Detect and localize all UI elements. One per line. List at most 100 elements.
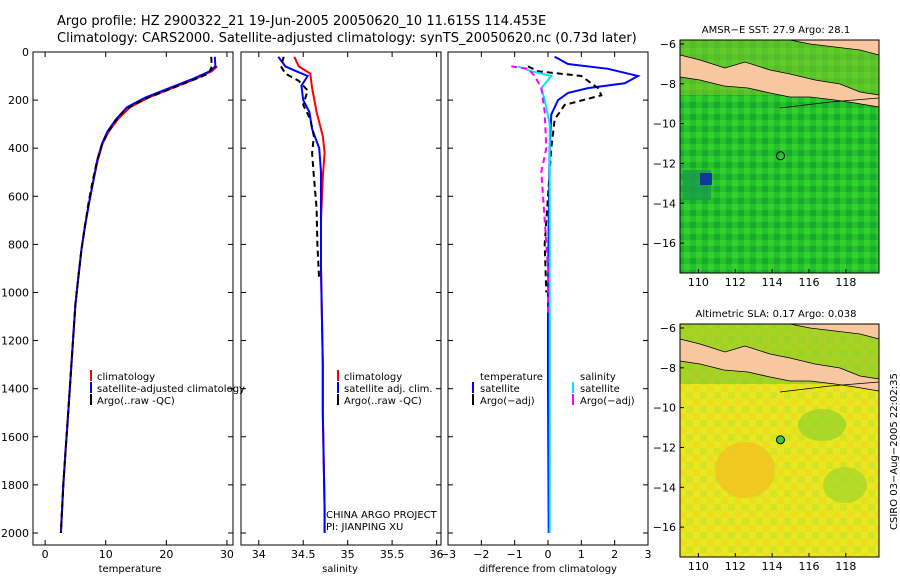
y-tick-label: 1600: [1, 431, 29, 444]
x-tick-label: −3: [440, 548, 456, 561]
y-tick-label: 1800: [1, 479, 29, 492]
legend-label-climatology: climatology: [344, 372, 402, 383]
y-tick-label: 1000: [1, 286, 29, 299]
map-x-tick-label: 112: [725, 560, 746, 573]
temperature-legend: climatology satellite-adjusted climatolo…: [90, 370, 245, 407]
map-x-tick-label: 116: [798, 560, 819, 573]
sst-bathymetry-line: [779, 97, 880, 109]
salinity-xlabel: salinity: [322, 564, 358, 575]
difference-legend: temperature satellite Argo(−adj) salinit…: [472, 372, 635, 407]
legend-label-sal-argo: Argo(−adj): [580, 396, 635, 407]
y-tick-label: 1200: [1, 335, 29, 348]
sst-map-panel: AMSR−E SST: 27.9 Argo: 28.1 110 112 114 116…: [653, 25, 880, 289]
map-x-tick-label: 118: [835, 276, 856, 289]
map-x-tick-label: 114: [762, 560, 783, 573]
legend-label-sal-satellite: satellite: [580, 384, 620, 395]
sst-map-frame: [679, 39, 880, 274]
map-y-tick-label: −8: [660, 78, 676, 91]
map-y-tick-label: −6: [660, 38, 676, 51]
sst-cold-spot: [700, 173, 712, 185]
difference-xlabel: difference from climatology: [479, 564, 617, 575]
series-satellite-adj-clim: [277, 56, 326, 533]
map-y-tick-label: −6: [660, 322, 676, 335]
sla-map-panel: Altimetric SLA: 0.17 Argo: 0.038 110 112 1…: [653, 309, 880, 573]
legend-label-argo: Argo(..raw -QC): [97, 396, 175, 407]
series-climatology: [293, 56, 326, 533]
y-tick-label: 2000: [1, 527, 29, 540]
series-salinity-argo-adj: [511, 65, 549, 317]
legend-salinity-heading: salinity: [580, 372, 616, 383]
map-x-tick-label: 114: [762, 276, 783, 289]
x-tick-label: 35.5: [380, 548, 405, 561]
header-line1: Argo profile: HZ 2900322_21 19-Jun-2005 …: [57, 14, 546, 29]
sla-bathymetry-line: [779, 381, 880, 393]
map-y-tick-label: −10: [653, 118, 676, 131]
pi-annotation: PI: JIANPING XU: [326, 522, 403, 533]
y-tick-label: 800: [8, 238, 29, 251]
project-annotation: CHINA ARGO PROJECT: [326, 510, 438, 521]
argo-float-marker: [775, 151, 785, 161]
sst-map-title: AMSR−E SST: 27.9 Argo: 28.1: [702, 25, 850, 36]
x-tick-label: −1: [507, 548, 523, 561]
x-tick-label: −2: [473, 548, 489, 561]
x-tick-label: 0: [545, 548, 552, 561]
series-climatology: [59, 65, 218, 534]
series-salinity-satellite: [517, 65, 554, 533]
sla-map-frame: [679, 323, 880, 558]
temperature-panel: temperature climatology satellite-adjust…: [1, 46, 245, 575]
legend-label-satellite-adjusted: satellite-adjusted climatology: [97, 384, 245, 395]
x-tick-label: 3: [645, 548, 652, 561]
map-x-tick-label: 110: [688, 276, 709, 289]
map-x-tick-label: 116: [798, 276, 819, 289]
x-tick-label: 1: [578, 548, 585, 561]
legend-label-argo: Argo(..raw -QC): [344, 396, 422, 407]
x-tick-label: 2: [611, 548, 618, 561]
map-y-tick-label: −8: [660, 362, 676, 375]
salinity-legend: climatology satellite adj. clim. Argo(..…: [337, 370, 433, 407]
map-y-tick-label: −12: [653, 157, 676, 170]
y-tick-label: 600: [8, 190, 29, 203]
temperature-xlabel: temperature: [99, 564, 162, 575]
y-tick-label: 400: [8, 142, 29, 155]
difference-panel: difference from climatology temperature …: [440, 51, 652, 575]
argo-float-marker: [775, 435, 785, 445]
map-x-tick-label: 110: [688, 560, 709, 573]
x-tick-label: 20: [159, 548, 173, 561]
legend-label-temp-satellite: satellite: [480, 384, 520, 395]
legend-temperature-heading: temperature: [480, 372, 543, 383]
legend-label-climatology: climatology: [97, 372, 155, 383]
map-x-tick-label: 118: [835, 560, 856, 573]
series-temperature-satellite: [547, 55, 641, 534]
x-tick-label: 35: [341, 548, 355, 561]
y-tick-label: 1400: [1, 383, 29, 396]
legend-label-satellite-adj: satellite adj. clim.: [344, 384, 433, 395]
x-tick-label: 34.5: [291, 548, 316, 561]
sla-low-anomaly: [798, 409, 846, 441]
x-tick-label: 36: [430, 548, 444, 561]
y-tick-label: 0: [22, 46, 29, 59]
salinity-axes-frame: [240, 51, 442, 546]
y-tick-label: 200: [8, 94, 29, 107]
sla-map-title: Altimetric SLA: 0.17 Argo: 0.038: [696, 309, 857, 320]
header-line2: Climatology: CARS2000. Satellite-adjuste…: [57, 31, 637, 46]
sla-low-anomaly-2: [823, 467, 867, 503]
temperature-axes-frame: [32, 51, 234, 546]
legend-label-temp-argo: Argo(−adj): [480, 396, 535, 407]
map-y-tick-label: −14: [653, 481, 676, 494]
map-y-tick-label: −14: [653, 197, 676, 210]
map-y-tick-label: −16: [653, 237, 676, 250]
sla-high-anomaly: [715, 442, 775, 498]
map-y-tick-label: −12: [653, 441, 676, 454]
map-y-tick-label: −10: [653, 402, 676, 415]
x-tick-label: 30: [220, 548, 234, 561]
salinity-panel: salinity climatology satellite adj. clim…: [240, 51, 444, 575]
map-x-tick-label: 112: [725, 276, 746, 289]
series-argo-raw-qc: [59, 56, 213, 534]
x-tick-label: 0: [42, 548, 49, 561]
series-satellite-adjusted-climatology: [59, 56, 217, 534]
csiro-timestamp: CSIRO 03−Aug−2005 22:02:35: [889, 373, 900, 530]
map-y-tick-label: −16: [653, 521, 676, 534]
x-tick-label: 10: [99, 548, 113, 561]
series-temperature-argo-adj: [527, 65, 603, 293]
